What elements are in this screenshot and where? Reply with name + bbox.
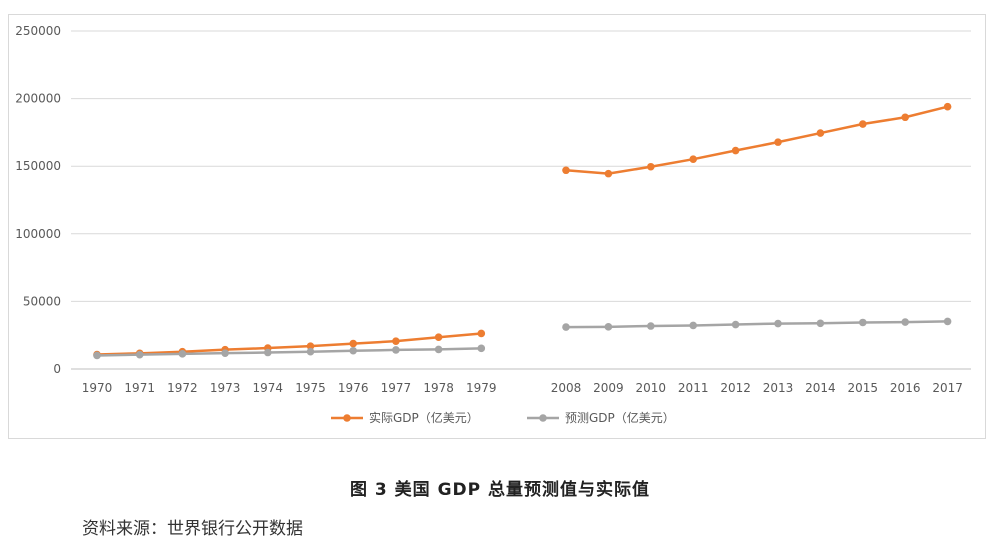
- y-tick-label: 50000: [23, 294, 61, 308]
- data-point-1: [562, 323, 570, 331]
- y-tick-label: 150000: [15, 159, 61, 173]
- x-tick-label: 2013: [763, 381, 794, 395]
- data-point-1: [901, 318, 909, 326]
- series-line-1: [565, 320, 948, 329]
- legend-marker-1: [539, 414, 547, 422]
- x-tick-label: 2008: [551, 381, 582, 395]
- data-point-1: [306, 347, 315, 356]
- data-point-1: [774, 319, 782, 328]
- x-tick-label: 2009: [593, 381, 624, 395]
- data-point-0: [859, 120, 867, 128]
- data-point-0: [731, 146, 740, 155]
- x-tick-label: 1979: [466, 381, 497, 395]
- legend-label-1: 预测GDP（亿美元）: [565, 410, 675, 425]
- source-note: 资料来源：世界银行公开数据: [82, 519, 303, 539]
- y-tick-label: 0: [53, 362, 61, 376]
- data-point-0: [349, 339, 358, 348]
- x-tick-label: 2010: [636, 381, 667, 395]
- data-point-1: [604, 323, 613, 331]
- data-point-0: [774, 138, 782, 146]
- x-tick-label: 1973: [210, 381, 241, 395]
- data-point-0: [901, 113, 909, 122]
- y-tick-label: 200000: [15, 92, 61, 106]
- legend-label-0: 实际GDP（亿美元）: [369, 410, 479, 425]
- data-point-0: [647, 162, 655, 171]
- data-point-0: [943, 102, 952, 111]
- chart-frame: 0 50000 100000 150000 200000 250000 1970 1971 19…: [8, 14, 986, 439]
- data-point-1: [221, 349, 229, 357]
- x-tick-label: 1975: [295, 381, 326, 395]
- data-point-1: [392, 346, 400, 354]
- legend-marker-0: [343, 414, 351, 422]
- x-tick-label: 2014: [805, 381, 836, 395]
- x-tick-label: 2012: [720, 381, 751, 395]
- data-point-0: [689, 155, 697, 163]
- data-point-1: [434, 345, 443, 354]
- series-line-0: [96, 332, 482, 356]
- data-point-0: [477, 329, 486, 338]
- data-point-1: [93, 351, 101, 360]
- data-point-1: [477, 344, 486, 353]
- data-point-1: [731, 320, 740, 329]
- y-tick-label: 250000: [15, 24, 61, 38]
- data-point-1: [647, 322, 655, 330]
- figure-caption: 图 3 美国 GDP 总量预测值与实际值: [349, 480, 651, 500]
- y-tick-label: 100000: [15, 227, 61, 241]
- x-tick-label: 1977: [381, 381, 412, 395]
- data-point-1: [859, 318, 867, 327]
- gdp-line-chart: 0 50000 100000 150000 200000 250000 1970 1971 19…: [15, 24, 971, 425]
- x-tick-label: 1974: [253, 381, 284, 395]
- data-point-1: [178, 350, 187, 358]
- data-point-1: [689, 321, 697, 330]
- x-tick-label: 1976: [338, 381, 369, 395]
- series-line-1: [96, 347, 482, 357]
- x-tick-label: 1978: [423, 381, 454, 395]
- x-tick-label: 1970: [82, 381, 113, 395]
- x-tick-label: 2015: [848, 381, 879, 395]
- data-point-0: [434, 333, 443, 342]
- data-point-0: [816, 129, 825, 137]
- data-point-0: [604, 169, 613, 178]
- data-point-1: [349, 346, 358, 355]
- x-tick-label: 1972: [167, 381, 198, 395]
- x-tick-label: 2016: [890, 381, 921, 395]
- data-point-1: [943, 317, 952, 326]
- data-point-0: [562, 166, 570, 175]
- x-tick-label: 1971: [124, 381, 155, 395]
- data-point-1: [816, 319, 825, 328]
- series-line-0: [565, 105, 948, 175]
- x-tick-label: 2017: [932, 381, 963, 395]
- data-point-0: [306, 342, 315, 350]
- data-point-1: [264, 348, 272, 357]
- x-tick-label: 2011: [678, 381, 709, 395]
- data-point-1: [135, 350, 144, 359]
- data-point-0: [392, 337, 400, 345]
